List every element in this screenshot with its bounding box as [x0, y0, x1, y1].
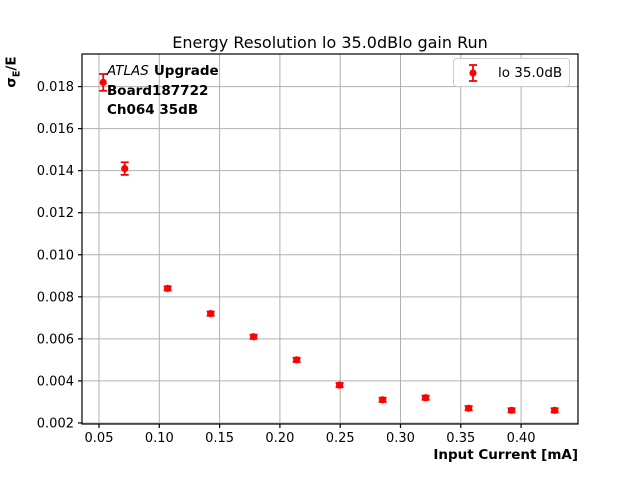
- data-point: [551, 406, 559, 414]
- annotation-line-1: ATLAS Upgrade: [107, 62, 219, 82]
- y-tick-label: 0.010: [37, 248, 74, 263]
- data-point: [207, 310, 215, 318]
- y-tick-label: 0.018: [37, 80, 74, 95]
- annotation-block: ATLAS Upgrade Board187722 Ch064 35dB: [107, 62, 219, 121]
- legend: lo 35.0dB: [453, 58, 570, 87]
- annotation-line-3: Ch064 35dB: [107, 102, 199, 118]
- y-axis-label-subscript: E: [11, 70, 23, 78]
- plot-frame: [81, 53, 579, 425]
- x-tick-label: 0.05: [85, 431, 114, 446]
- annotation-atlas: ATLAS: [107, 63, 149, 79]
- data-point: [250, 333, 258, 341]
- x-tick-label: 0.25: [326, 431, 355, 446]
- y-axis-label: σE/E: [4, 56, 23, 87]
- data-point: [379, 396, 387, 404]
- annotation-upgrade: Upgrade: [153, 63, 219, 79]
- y-tick-label: 0.014: [37, 164, 74, 179]
- y-tick-label: 0.002: [37, 416, 74, 431]
- x-tick-label: 0.15: [205, 431, 234, 446]
- x-axis-label: Input Current [mA]: [433, 447, 578, 463]
- data-point: [293, 356, 301, 364]
- x-tick-label: 0.10: [145, 431, 174, 446]
- x-tick-label: 0.30: [386, 431, 415, 446]
- data-point: [335, 381, 344, 389]
- y-tick-label: 0.016: [37, 122, 74, 137]
- annotation-line-2: Board187722: [107, 82, 209, 99]
- data-point: [99, 78, 107, 86]
- data-point: [164, 284, 172, 293]
- chart-title: Energy Resolution lo 35.0dBlo gain Run: [172, 33, 488, 52]
- x-tick-label: 0.20: [265, 431, 294, 446]
- data-point: [507, 406, 516, 414]
- y-tick-label: 0.008: [37, 290, 74, 305]
- y-tick-label: 0.006: [37, 332, 74, 347]
- x-tick-label: 0.35: [446, 431, 475, 446]
- data-point: [121, 164, 129, 173]
- data-point: [465, 404, 473, 412]
- y-axis-label-rest: /E: [3, 56, 20, 71]
- y-tick-label: 0.004: [37, 374, 74, 389]
- x-tick-label: 0.40: [507, 431, 536, 446]
- legend-label: lo 35.0dB: [498, 64, 563, 81]
- y-axis-label-sigma: σ: [3, 77, 20, 88]
- data-point: [421, 394, 430, 402]
- errorbar-marker-icon: [469, 63, 477, 82]
- y-tick-label: 0.012: [37, 206, 74, 221]
